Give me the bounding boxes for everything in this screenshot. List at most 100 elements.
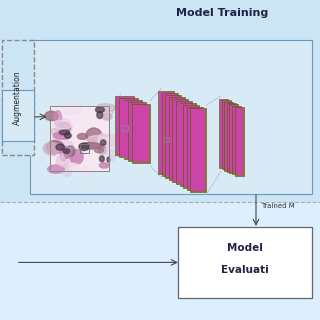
Bar [170, 98, 184, 179]
Ellipse shape [99, 147, 107, 154]
Bar [120, 99, 137, 156]
Bar [169, 97, 185, 180]
Bar [133, 105, 149, 162]
Bar [0, 202, 320, 320]
FancyBboxPatch shape [30, 40, 312, 194]
Bar [172, 99, 188, 182]
Ellipse shape [53, 132, 71, 140]
Ellipse shape [98, 134, 118, 147]
Bar [50, 106, 109, 171]
Ellipse shape [63, 149, 70, 153]
Ellipse shape [97, 111, 103, 118]
Bar [228, 104, 235, 171]
Bar [177, 102, 191, 183]
Bar [225, 103, 232, 170]
Ellipse shape [100, 163, 109, 168]
Bar [236, 108, 243, 175]
Bar [227, 103, 236, 172]
Ellipse shape [79, 143, 89, 150]
Ellipse shape [59, 130, 70, 135]
Text: Augmentation: Augmentation [13, 70, 22, 125]
Ellipse shape [45, 111, 58, 121]
Ellipse shape [63, 103, 81, 115]
Bar [190, 108, 206, 192]
Bar [219, 99, 228, 168]
Bar [158, 91, 174, 174]
Ellipse shape [50, 128, 65, 135]
Bar [187, 107, 203, 190]
FancyBboxPatch shape [178, 227, 312, 298]
Bar [229, 104, 238, 173]
Ellipse shape [64, 147, 71, 158]
Text: Evaluati: Evaluati [221, 265, 269, 276]
Bar [124, 101, 141, 158]
Ellipse shape [100, 156, 104, 162]
Bar [230, 105, 237, 172]
Bar [132, 104, 150, 163]
Bar [233, 107, 240, 173]
Ellipse shape [100, 140, 106, 146]
Bar [129, 103, 145, 160]
Text: Model Training: Model Training [176, 8, 268, 18]
FancyBboxPatch shape [2, 40, 34, 155]
Bar [116, 97, 133, 154]
Ellipse shape [46, 145, 68, 153]
Text: Trained M: Trained M [261, 204, 294, 209]
Bar [232, 106, 241, 174]
Text: Model: Model [227, 243, 263, 253]
Ellipse shape [50, 140, 58, 155]
Bar [183, 105, 199, 188]
Bar [164, 137, 169, 142]
Ellipse shape [60, 148, 67, 161]
Bar [80, 144, 89, 153]
Ellipse shape [68, 163, 79, 171]
Ellipse shape [53, 120, 72, 129]
Bar [159, 92, 173, 173]
Ellipse shape [77, 133, 88, 140]
Bar [173, 100, 188, 181]
Ellipse shape [65, 133, 71, 139]
Ellipse shape [96, 104, 116, 112]
Bar [224, 102, 233, 171]
Bar [180, 103, 196, 186]
Bar [180, 104, 195, 185]
Bar [184, 106, 198, 187]
Ellipse shape [59, 123, 71, 133]
Ellipse shape [48, 165, 64, 173]
Bar [188, 108, 202, 189]
Bar [163, 94, 177, 175]
Ellipse shape [98, 134, 106, 147]
Ellipse shape [43, 142, 60, 155]
Bar [122, 125, 128, 131]
Ellipse shape [83, 165, 89, 176]
Bar [115, 96, 134, 155]
Bar [176, 101, 192, 184]
Ellipse shape [100, 149, 116, 162]
Bar [0, 0, 320, 202]
Ellipse shape [86, 128, 102, 144]
Bar [124, 100, 142, 159]
Ellipse shape [107, 157, 110, 162]
Ellipse shape [86, 136, 108, 145]
Bar [119, 98, 138, 157]
FancyBboxPatch shape [2, 90, 34, 141]
Ellipse shape [54, 111, 62, 126]
Ellipse shape [66, 146, 75, 156]
Bar [128, 102, 146, 161]
Bar [222, 100, 231, 169]
Bar [162, 93, 178, 176]
Ellipse shape [80, 143, 101, 149]
Ellipse shape [47, 141, 64, 153]
Bar [50, 106, 109, 171]
Bar [166, 96, 180, 177]
Ellipse shape [62, 164, 72, 177]
Ellipse shape [60, 140, 74, 154]
Ellipse shape [94, 148, 104, 153]
Bar [165, 95, 181, 178]
Ellipse shape [56, 154, 77, 168]
Bar [220, 100, 227, 167]
Bar [223, 101, 230, 168]
Ellipse shape [56, 144, 64, 150]
Bar [235, 107, 244, 176]
Ellipse shape [96, 107, 104, 113]
